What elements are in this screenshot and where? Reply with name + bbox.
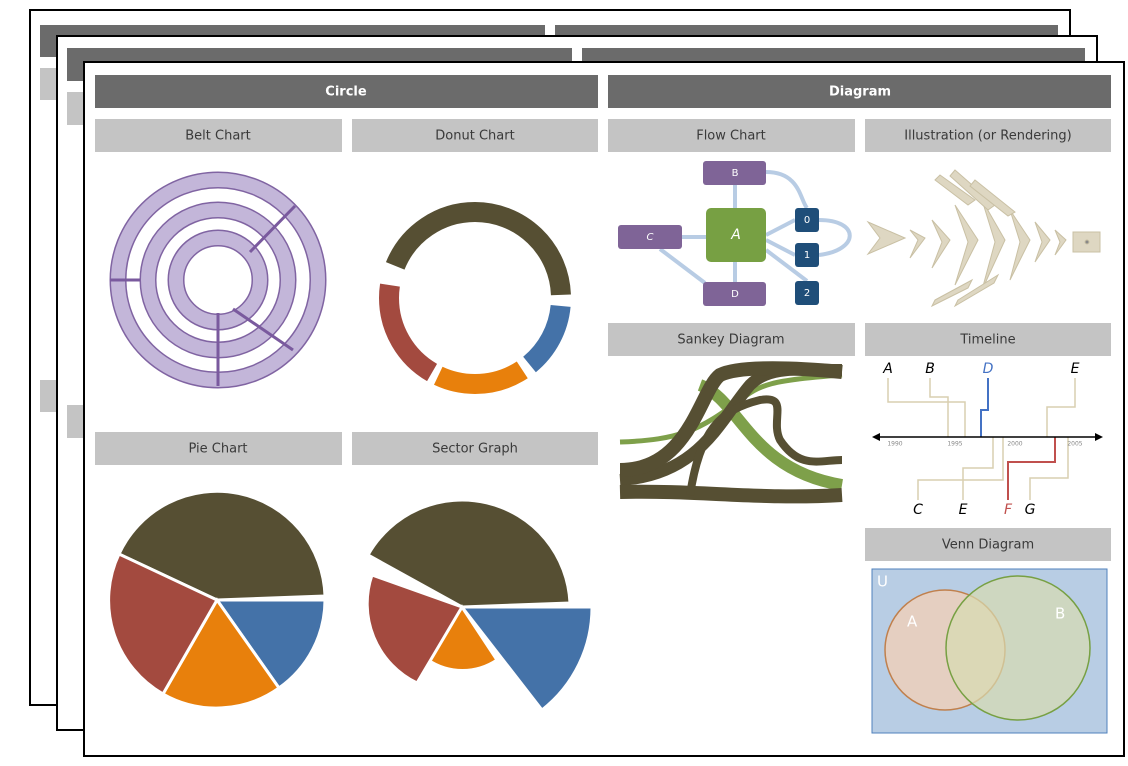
node-label: A — [730, 227, 741, 243]
donut-chart — [379, 202, 571, 394]
event-label: E — [959, 502, 968, 518]
event-label: D — [983, 361, 994, 377]
event-label: C — [913, 502, 923, 518]
node-label: B — [732, 168, 739, 179]
panel-title: Flow Chart — [696, 129, 766, 144]
event-label: G — [1025, 502, 1036, 518]
panel-title: Sankey Diagram — [677, 333, 784, 348]
section-title: Circle — [325, 85, 367, 100]
section-header — [95, 75, 598, 108]
event-label: F — [1004, 502, 1013, 518]
node-label: 1 — [804, 250, 810, 261]
year-label: 2000 — [1007, 441, 1022, 448]
fish-illustration — [866, 169, 1101, 308]
sector-graph — [365, 498, 594, 713]
section-title: Diagram — [829, 85, 891, 100]
year-label: 1995 — [947, 441, 962, 448]
year-label: 2005 — [1067, 441, 1082, 448]
panel-title: Illustration (or Rendering) — [904, 129, 1071, 144]
venn-diagram: U A B — [871, 568, 1108, 734]
panel-headers: Belt Chart Donut Chart Pie Chart Sector … — [95, 119, 1111, 561]
event-label: B — [925, 361, 935, 377]
panel-title: Venn Diagram — [942, 538, 1034, 553]
node-label: 0 — [804, 215, 810, 226]
year-label: 1990 — [887, 441, 902, 448]
panel-title: Sector Graph — [432, 442, 518, 457]
belt-chart — [109, 171, 327, 389]
flow-chart: A B C D 0 1 2 — [618, 161, 852, 306]
sankey-diagram — [619, 361, 843, 504]
panel-title: Pie Chart — [188, 442, 247, 457]
node-label: C — [647, 232, 654, 243]
event-label: A — [882, 361, 893, 377]
panel-title: Belt Chart — [185, 129, 250, 144]
venn-label: B — [1055, 605, 1065, 623]
panel-title: Timeline — [959, 333, 1015, 348]
timeline: 1990 1995 2000 2005 A B D E C E F G — [872, 361, 1103, 518]
event-label: E — [1071, 361, 1080, 377]
section-header — [608, 75, 1111, 108]
node-label: D — [731, 289, 739, 300]
venn-label: U — [877, 573, 888, 591]
venn-label: A — [907, 613, 918, 631]
node-label: 2 — [804, 288, 810, 299]
pie-chart — [107, 489, 327, 710]
panel-title: Donut Chart — [435, 129, 514, 144]
